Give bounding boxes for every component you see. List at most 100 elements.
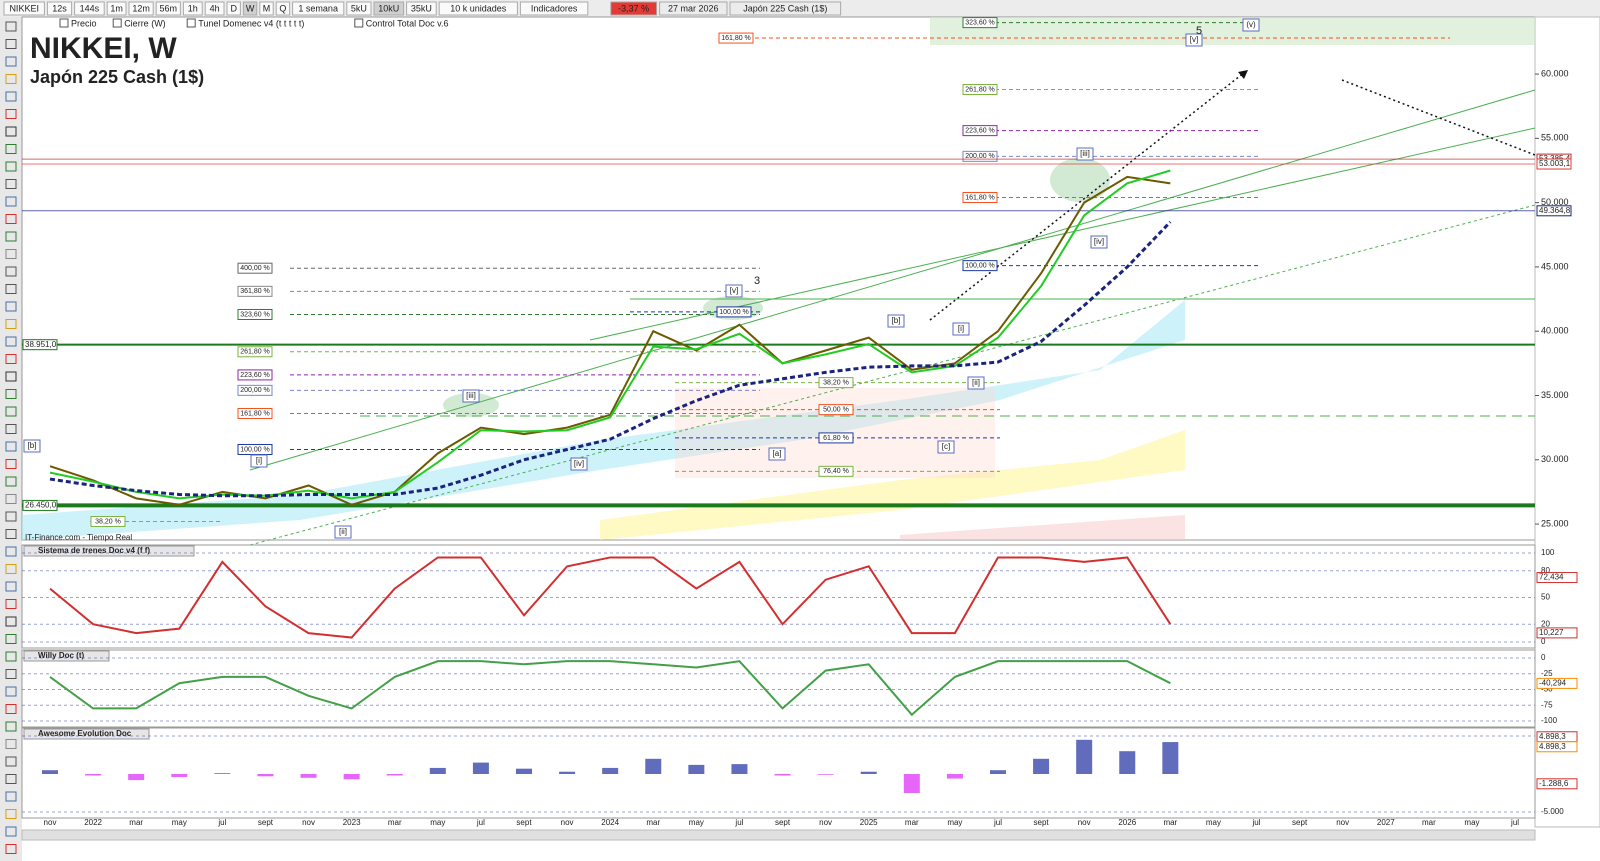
tool-icon[interactable] [5,791,17,802]
tool-icon[interactable] [5,599,17,609]
tool-icon[interactable] [5,21,17,32]
tool-icon[interactable] [5,669,17,679]
tool-icon[interactable] [5,494,17,504]
timeframe-button-box[interactable] [242,1,258,16]
period-select[interactable]: 1 semana [298,3,338,13]
legend-entry[interactable]: Tunel Domenec v4 (t t t t t) [198,18,304,28]
tool-icon[interactable] [5,406,17,417]
timeframe-button[interactable]: 1h [188,3,198,13]
units-button-box[interactable] [373,1,405,16]
tool-icon[interactable] [5,809,17,819]
tool-icon[interactable] [5,581,17,592]
date-label[interactable]: 27 mar 2026 [668,3,719,13]
tool-icon[interactable] [5,844,17,854]
fib-label-box [237,262,273,274]
units-button[interactable]: 10kU [378,3,399,13]
legend-entry[interactable]: Control Total Doc v.6 [366,18,449,28]
tool-icon[interactable] [5,826,17,837]
tool-icon[interactable] [5,371,17,382]
tool-icon[interactable] [5,756,17,767]
tool-icon[interactable] [5,441,17,452]
timeframe-button[interactable]: Q [279,3,286,13]
tool-icon[interactable] [5,144,17,154]
change-badge-box[interactable] [610,1,658,16]
tool-icon[interactable] [5,249,17,259]
units-select-box[interactable] [438,1,518,16]
indicators-button[interactable]: Indicadores [531,3,578,13]
symbol-select[interactable]: NIKKEI [9,3,39,13]
tool-icon[interactable] [5,564,17,574]
tool-icon[interactable] [5,476,17,487]
tool-icon[interactable] [5,161,17,172]
timeframe-button-box[interactable] [275,1,291,16]
change-badge[interactable]: -3,37 % [618,3,649,13]
tool-icon[interactable] [5,196,17,207]
timeframe-button-box[interactable] [182,1,203,16]
tool-icon[interactable] [5,91,17,102]
timeframe-button-box[interactable] [155,1,181,16]
tool-icon[interactable] [5,179,17,189]
legend-entry[interactable]: Precio [71,18,97,28]
tool-icon[interactable] [5,354,17,364]
indicators-button-box[interactable] [519,1,589,16]
legend-checkbox[interactable] [354,18,364,28]
timeframe-button[interactable]: 4h [210,3,220,13]
instrument-label[interactable]: Japón 225 Cash (1$) [743,3,827,13]
timeframe-button-box[interactable] [46,1,73,16]
units-button-box[interactable] [346,1,372,16]
timeframe-button-box[interactable] [259,1,274,16]
timeframe-button-box[interactable] [204,1,225,16]
tool-icon[interactable] [5,616,17,627]
timeframe-button-box[interactable] [106,1,127,16]
tool-icon[interactable] [5,126,17,137]
tool-icon[interactable] [5,109,17,119]
tool-icon[interactable] [5,739,17,749]
timeframe-button[interactable]: 56m [160,3,178,13]
timeframe-button[interactable]: 1m [110,3,123,13]
tool-icon[interactable] [5,529,17,539]
timeframe-button[interactable]: 12s [52,3,67,13]
tool-icon[interactable] [5,56,17,67]
timeframe-button[interactable]: D [230,3,237,13]
tool-icon[interactable] [5,301,17,312]
tool-icon[interactable] [5,459,17,469]
timeframe-button[interactable]: W [246,3,255,13]
tool-icon[interactable] [5,651,17,662]
period-select-box[interactable] [292,1,345,16]
legend-entry[interactable]: Cierre (W) [124,18,166,28]
tool-icon[interactable] [5,634,17,644]
tool-icon[interactable] [5,389,17,399]
units-button[interactable]: 35kU [411,3,432,13]
timeframe-button-box[interactable] [74,1,105,16]
tool-icon[interactable] [5,686,17,697]
tool-icon[interactable] [5,511,17,522]
timeframe-button[interactable]: 144s [80,3,100,13]
tool-icon[interactable] [5,704,17,714]
units-button[interactable]: 5kU [351,3,367,13]
tool-icon[interactable] [5,336,17,347]
legend-checkbox[interactable] [59,18,69,28]
instrument-label-box[interactable] [729,1,842,16]
tool-icon[interactable] [5,546,17,557]
symbol-select-box[interactable] [3,1,45,16]
timeframe-button[interactable]: M [263,3,271,13]
legend-checkbox[interactable] [112,18,122,28]
timeframe-button-box[interactable] [226,1,241,16]
units-button-box[interactable] [406,1,437,16]
tool-icon[interactable] [5,266,17,277]
tool-icon[interactable] [5,74,17,84]
tool-icon[interactable] [5,774,17,784]
legend-checkbox[interactable] [186,18,196,28]
timeframe-button[interactable]: 12m [132,3,150,13]
units-select[interactable]: 10 k unidades [450,3,507,13]
tool-icon[interactable] [5,721,17,732]
tool-icon[interactable] [5,424,17,434]
scrollbar[interactable] [21,829,1536,841]
tool-icon[interactable] [5,319,17,329]
tool-icon[interactable] [5,214,17,224]
tool-icon[interactable] [5,284,17,294]
timeframe-button-box[interactable] [128,1,154,16]
tool-icon[interactable] [5,231,17,242]
date-label-box[interactable] [659,1,728,16]
tool-icon[interactable] [5,39,17,49]
